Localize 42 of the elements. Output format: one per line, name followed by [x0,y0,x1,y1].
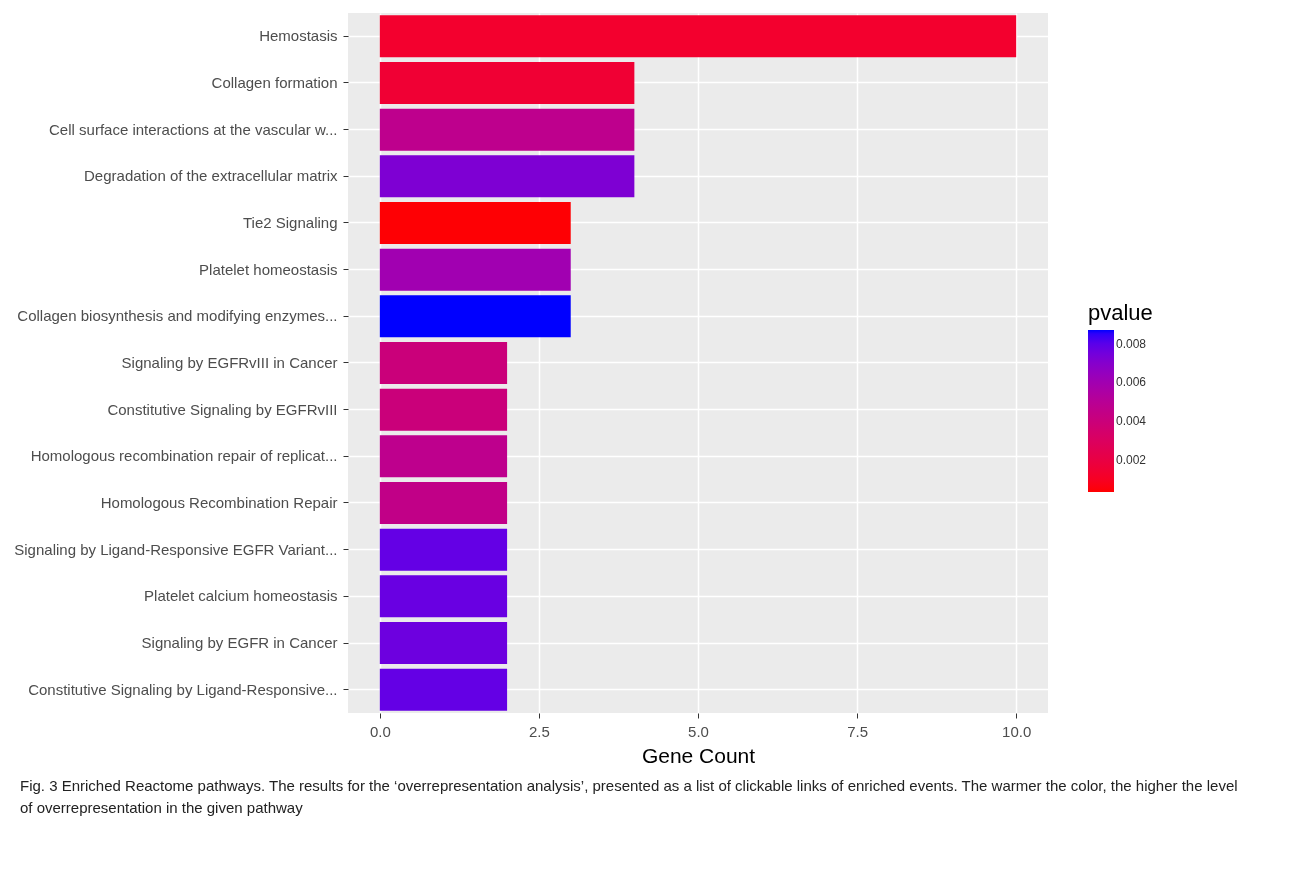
y-tick-label: Signaling by EGFRvIII in Cancer [121,354,338,371]
x-tick-label: 10.0 [1002,722,1032,740]
y-tick-label: Constitutive Signaling by EGFRvIII [107,400,338,418]
x-tick-label: 0.0 [369,722,391,740]
bar [379,668,508,711]
x-tick-label: 5.0 [688,722,709,740]
y-tick-label: Signaling by Ligand-Responsive EGFR Variant... [14,540,338,558]
bar [379,15,1017,58]
color-bar-title: pvalue [1088,300,1153,325]
y-tick-label: Platelet homeostasis [199,260,338,278]
bar [379,388,508,431]
bar [379,435,508,478]
x-axis-title: Gene Count [641,743,756,767]
bar [379,482,508,524]
bar [379,342,508,384]
bar [379,622,508,664]
y-tick-label: Degradation of the extracellular matrix [84,167,338,185]
color-bar-label: 0.002 [1116,452,1147,467]
y-tick-label: Collagen formation [211,74,338,91]
x-tick-label: 2.5 [528,722,550,740]
bar [379,575,508,618]
x-tick-label: 7.5 [847,722,869,740]
y-tick-label: Constitutive Signaling by Ligand-Responsive... [28,680,338,698]
color-bar-label: 0.008 [1116,336,1147,351]
bar [379,202,571,244]
color-bar-label: 0.004 [1116,414,1147,429]
bar [379,248,571,291]
color-bar-label: 0.006 [1116,375,1147,390]
y-tick-label: Tie2 Signaling [242,214,338,231]
bar [379,62,635,104]
caption: Fig. 3 Enriched Reactome pathways. The results for the ‘overrepresentation analysis’, presented as a list of clickable links of enriched events. The warmer the color, the higher the level of overrepresentation in the given pathway [20,776,1239,818]
y-tick-label: Cell surface interactions at the vascular w... [49,120,338,138]
bar [379,155,635,198]
y-tick-label: Signaling by EGFR in Cancer [141,634,338,651]
y-tick-label: Hemostasis [259,27,338,45]
bar [379,108,635,151]
y-tick-label: Homologous Recombination Repair [100,494,338,511]
bar [379,295,571,338]
y-tick-label: Homologous recombination repair of replicat... [30,447,338,465]
bar [379,528,508,571]
y-tick-label: Collagen biosynthesis and modifying enzymes... [17,307,338,325]
y-tick-label: Platelet calcium homeostasis [144,587,338,605]
